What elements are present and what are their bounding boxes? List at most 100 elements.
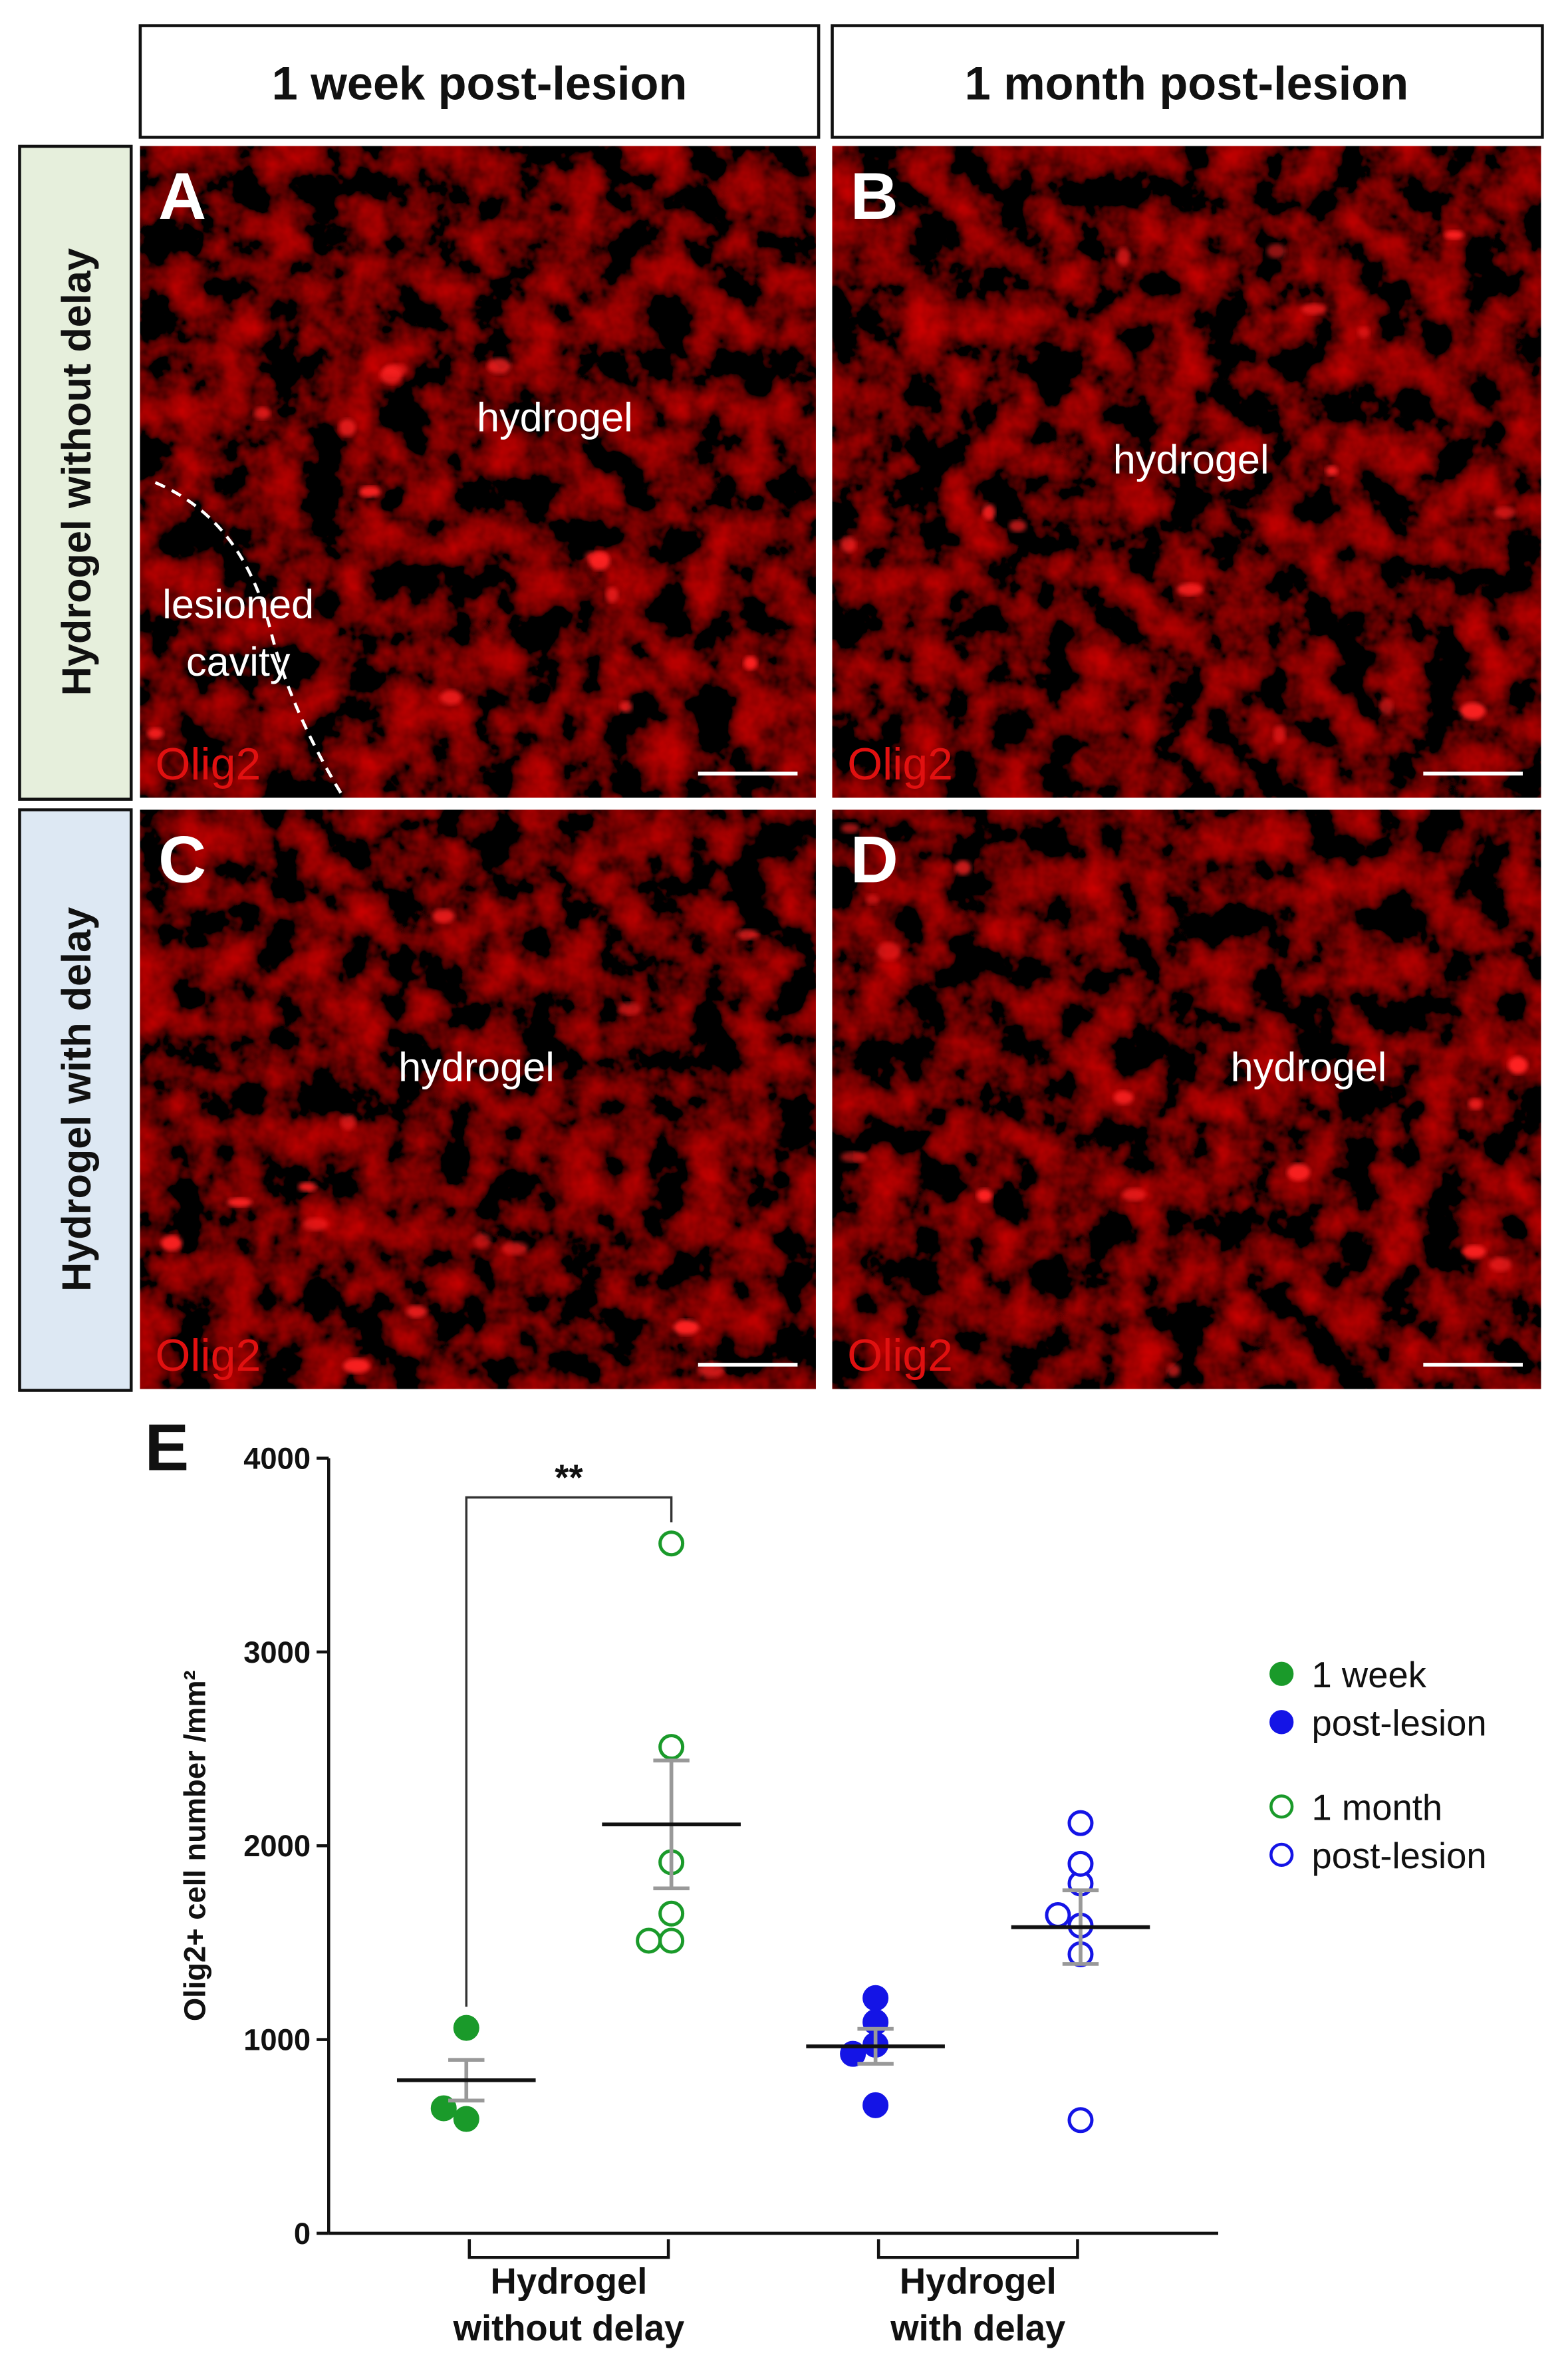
cell-signal — [737, 929, 759, 940]
panel-letter: E — [145, 1411, 190, 1485]
data-point — [453, 2106, 479, 2132]
cell-signal — [473, 1232, 491, 1249]
cell-signal — [1176, 583, 1204, 596]
cell-signal — [147, 728, 164, 740]
cell-signal — [618, 1002, 641, 1016]
cell-signal — [1166, 1363, 1180, 1377]
legend-label: 1 month — [1312, 1788, 1443, 1828]
cell-signal — [253, 407, 271, 420]
panel-letter: B — [850, 160, 898, 233]
cell-signal — [487, 358, 511, 374]
significance-label: ** — [555, 1457, 583, 1498]
row-header: Hydrogel without delay — [54, 248, 99, 696]
column-header: 1 month post-lesion — [965, 57, 1409, 110]
legend-marker — [1269, 1661, 1294, 1686]
cell-signal — [589, 553, 610, 571]
cell-signal — [476, 414, 491, 432]
cell-signal — [440, 690, 462, 705]
legend-marker — [1269, 1710, 1294, 1735]
row-header-box — [18, 808, 133, 1392]
cell-signal — [619, 701, 632, 713]
region-label: lesioned — [162, 582, 314, 627]
cell-signal — [1301, 303, 1327, 315]
category-bracket — [467, 2239, 670, 2259]
data-point — [430, 2095, 457, 2122]
panel-letter: A — [158, 160, 206, 233]
panel-letter: C — [158, 823, 206, 897]
cell-signal — [841, 823, 860, 833]
cell-signal — [876, 942, 901, 960]
cell-signal — [303, 1218, 328, 1231]
micrograph-texture — [140, 809, 816, 1389]
cell-signal — [841, 537, 856, 553]
data-point — [658, 1734, 685, 1760]
x-tick-label: Hydrogel — [491, 2261, 648, 2302]
cell-signal — [1009, 519, 1027, 532]
cell-signal — [1462, 1245, 1486, 1258]
row-header: Hydrogel with delay — [54, 907, 99, 1292]
data-point — [658, 1530, 685, 1557]
legend-marker — [1269, 1842, 1294, 1867]
cell-signal — [1379, 698, 1394, 715]
data-point — [862, 1985, 889, 2011]
cell-signal — [1493, 507, 1516, 519]
legend-label: post-lesion — [1312, 1703, 1487, 1744]
cell-signal — [955, 860, 972, 875]
cell-signal — [1273, 726, 1286, 743]
x-tick-label: without delay — [453, 2308, 685, 2348]
cell-signal — [673, 1320, 700, 1335]
data-point — [840, 2040, 866, 2067]
cell-signal — [1122, 1188, 1146, 1201]
significance-bracket — [465, 1496, 673, 2007]
stain-label: Olig2 — [156, 739, 261, 789]
data-point — [1067, 2107, 1094, 2134]
data-point — [636, 1927, 662, 1954]
cell-signal — [841, 1151, 867, 1163]
region-label: cavity — [186, 639, 291, 684]
cell-signal — [227, 1197, 253, 1208]
cell-signal — [338, 418, 356, 437]
x-tick-label: with delay — [890, 2308, 1065, 2348]
stain-label: Olig2 — [156, 1330, 261, 1381]
cell-signal — [1357, 327, 1370, 339]
data-point — [453, 2015, 479, 2041]
cell-signal — [406, 1306, 427, 1318]
row-header-box — [18, 144, 133, 801]
micrograph-texture — [140, 146, 816, 798]
data-point — [658, 1927, 685, 1954]
category-bracket — [876, 2239, 1079, 2259]
cell-signal — [866, 894, 879, 905]
stain-label: Olig2 — [847, 1330, 953, 1381]
y-axis-title: Olig2+ cell number /mm² — [178, 1670, 211, 2021]
cell-signal — [340, 1114, 356, 1131]
data-point — [658, 1900, 685, 1927]
cell-signal — [1267, 243, 1286, 259]
stain-label: Olig2 — [847, 739, 953, 789]
chart: E Olig2+ cell number /mm² 0 1000 2000 3000 400… — [145, 1411, 1487, 2348]
micrograph-texture — [832, 809, 1541, 1389]
cell-signal — [1113, 1090, 1134, 1105]
cell-signal — [1489, 1257, 1511, 1272]
column-header-box — [831, 24, 1544, 139]
region-label: hydrogel — [1231, 1045, 1387, 1090]
data-point — [1067, 1810, 1094, 1836]
region-label: hydrogel — [1113, 437, 1269, 482]
region-label: hydrogel — [477, 395, 633, 440]
cell-signal — [1460, 702, 1486, 720]
column-header: 1 week post-lesion — [272, 57, 688, 110]
column-header-box — [138, 24, 821, 139]
data-point — [1045, 1902, 1071, 1929]
y-tick-label: 1000 — [243, 2022, 311, 2056]
data-point — [1067, 1850, 1094, 1877]
y-tick-label: 0 — [294, 2217, 311, 2251]
cell-signal — [1444, 230, 1464, 240]
cell-signal — [976, 1188, 993, 1202]
cell-signal — [1507, 1056, 1528, 1075]
y-tick-label: 3000 — [243, 1635, 311, 1669]
cell-signal — [342, 1358, 370, 1373]
legend-label: 1 week — [1312, 1655, 1427, 1695]
micrograph-texture — [832, 146, 1541, 798]
